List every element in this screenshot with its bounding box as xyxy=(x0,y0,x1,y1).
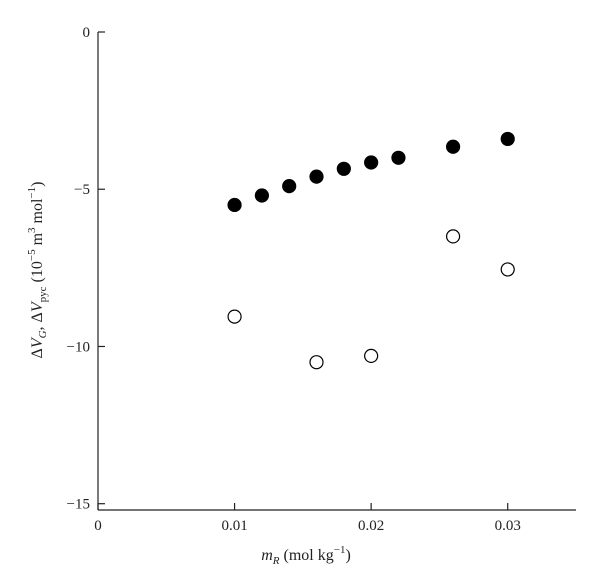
plot-frame xyxy=(97,32,576,511)
y-tick-label: −15 xyxy=(67,497,90,513)
y-tick-label: −10 xyxy=(67,339,90,355)
x-tick-label: 0 xyxy=(94,518,102,534)
x-axis-label: mR (mol kg−1) xyxy=(261,544,351,567)
filled-data-point xyxy=(227,197,242,213)
x-axis: 0 0.01 0.02 0.03 xyxy=(94,503,521,534)
y-tick-label: −5 xyxy=(74,182,90,198)
open-data-point xyxy=(309,355,324,370)
x-tick-label: 0.03 xyxy=(495,518,521,534)
filled-data-point xyxy=(364,155,379,170)
y-tick-label: 0 xyxy=(83,25,91,41)
filled-data-point xyxy=(391,150,406,165)
open-data-point xyxy=(445,229,461,244)
filled-data-point xyxy=(309,169,324,184)
y-axis: 0 −5 −10 −15 xyxy=(67,25,105,513)
filled-data-point xyxy=(445,139,461,154)
y-axis-label: ΔVG, ΔVpyc (10−5 m3 mol−1) xyxy=(26,182,49,359)
open-data-point xyxy=(227,309,242,324)
open-data-point xyxy=(364,348,379,364)
filled-data-point xyxy=(500,131,515,147)
filled-data-point xyxy=(336,161,351,176)
x-tick-label: 0.02 xyxy=(358,518,384,534)
data-points xyxy=(227,131,515,370)
open-data-point xyxy=(500,262,515,277)
filled-data-point xyxy=(282,178,297,194)
x-tick-label: 0.01 xyxy=(221,518,247,534)
filled-data-point xyxy=(254,188,269,203)
